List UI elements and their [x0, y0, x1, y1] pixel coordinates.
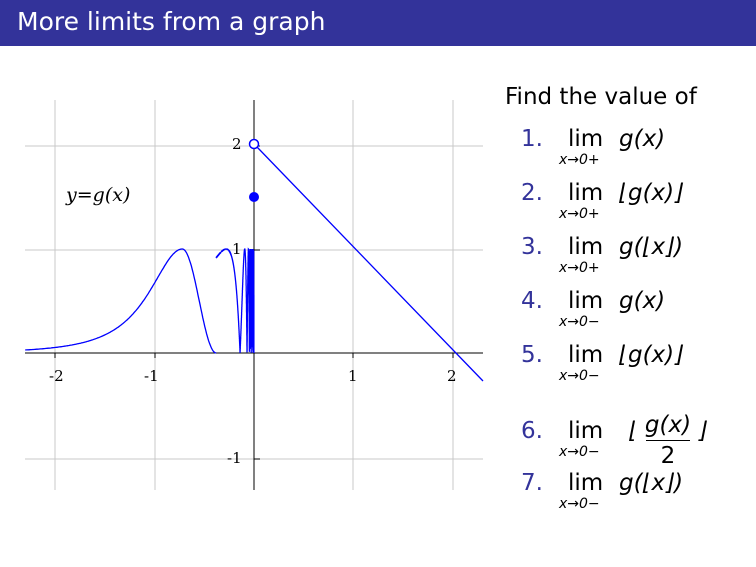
- graph-label: y=g(x): [66, 184, 131, 206]
- lim-subscript: x→0−: [559, 444, 600, 460]
- fraction-numerator: g(x): [644, 412, 692, 438]
- question-item: 4. lim x→0− g(x): [521, 288, 756, 344]
- lim-expression: ⌊g(x)⌋: [619, 180, 684, 206]
- slide-title: More limits from a graph: [17, 7, 326, 36]
- item-number: 1.: [521, 126, 543, 152]
- lim-expression: g(x): [619, 288, 666, 314]
- x-tick-label: -2: [49, 367, 64, 385]
- item-number: 5.: [521, 342, 543, 368]
- fraction-denominator: 2: [660, 443, 676, 469]
- lim-subscript: x→0−: [559, 314, 600, 330]
- lim-operator: lim: [568, 234, 604, 260]
- lim-expression: g(x): [619, 126, 666, 152]
- question-item: 5. lim x→0− ⌊g(x)⌋: [521, 342, 756, 398]
- item-number: 6.: [521, 418, 543, 444]
- lim-subscript: x→0+: [559, 152, 600, 168]
- title-bar: More limits from a graph: [0, 0, 756, 46]
- lim-expression: ⌊g(x)⌋: [619, 342, 684, 368]
- filled-point: [249, 192, 259, 202]
- oscillation-curve: [215, 247, 255, 354]
- question-item: 7. lim x→0− g(⌊x⌋): [521, 470, 756, 526]
- item-number: 7.: [521, 470, 543, 496]
- question-item: 6. lim x→0− ⌊ g(x) 2 ⌋: [521, 412, 756, 474]
- lim-subscript: x→0+: [559, 260, 600, 276]
- open-endpoint: [248, 138, 260, 150]
- x-tick-label: -1: [144, 367, 159, 385]
- lim-subscript: x→0−: [559, 496, 600, 512]
- lim-subscript: x→0+: [559, 206, 600, 222]
- question-prompt: Find the value of: [505, 84, 697, 110]
- lim-operator: lim: [568, 180, 604, 206]
- y-tick-label: -1: [227, 449, 242, 467]
- item-number: 2.: [521, 180, 543, 206]
- fraction-bar: [646, 440, 690, 441]
- lim-operator: lim: [568, 418, 604, 444]
- lim-operator: lim: [568, 126, 604, 152]
- question-item: 1. lim x→0+ g(x): [521, 126, 756, 182]
- x-tick-label: 1: [348, 367, 358, 385]
- y-tick-label: 1: [232, 240, 242, 258]
- right-branch-line: [256, 146, 484, 382]
- fraction: g(x) 2: [642, 412, 694, 469]
- floor-left: ⌊: [629, 418, 638, 444]
- lim-expression: g(⌊x⌋): [619, 234, 684, 260]
- lim-operator: lim: [568, 342, 604, 368]
- floor-right: ⌋: [698, 418, 707, 444]
- lim-operator: lim: [568, 288, 604, 314]
- item-number: 4.: [521, 288, 543, 314]
- lim-operator: lim: [568, 470, 604, 496]
- x-tick-label: 2: [447, 367, 457, 385]
- y-tick-label: 2: [232, 135, 242, 153]
- lim-expression: g(⌊x⌋): [619, 470, 684, 496]
- question-item: 3. lim x→0+ g(⌊x⌋): [521, 234, 756, 290]
- left-branch-curve: [25, 248, 217, 354]
- lim-subscript: x→0−: [559, 368, 600, 384]
- item-number: 3.: [521, 234, 543, 260]
- question-item: 2. lim x→0+ ⌊g(x)⌋: [521, 180, 756, 236]
